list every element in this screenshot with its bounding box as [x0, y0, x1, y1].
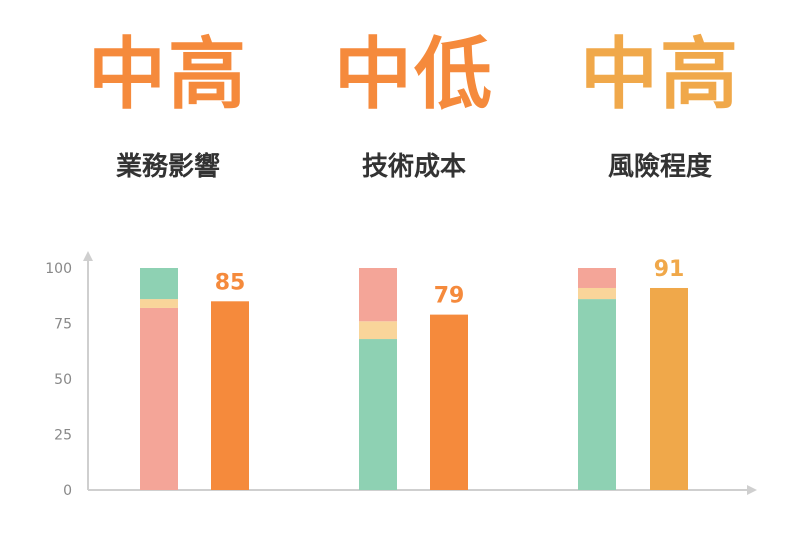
stacked-bar-segment	[140, 299, 178, 308]
stacked-bar-segment	[140, 307, 178, 490]
stacked-bar-segment	[359, 268, 397, 322]
y-tick-label: 0	[63, 483, 72, 499]
bar-value-label: 79	[434, 284, 465, 309]
value-bar	[430, 314, 468, 490]
bar-value-label: 91	[654, 257, 685, 282]
metric-business-impact: 中高 業務影響	[48, 20, 288, 183]
value-bar	[650, 287, 688, 490]
y-tick-label: 25	[54, 428, 72, 444]
stacked-bar-segment	[578, 299, 616, 490]
y-tick-label: 100	[45, 261, 72, 277]
value-bar	[211, 301, 249, 490]
metric-label: 技術成本	[361, 152, 466, 182]
stacked-bar-segment	[578, 287, 616, 300]
rating-text: 中高	[579, 30, 740, 120]
stacked-bar-segment	[140, 268, 178, 300]
metric-risk-level: 中高 風險程度	[540, 20, 780, 183]
y-tick-label: 75	[54, 317, 72, 333]
stacked-bar-segment	[359, 321, 397, 340]
stacked-bar-segment	[578, 268, 616, 288]
metric-technical-cost: 中低 技術成本	[294, 20, 534, 183]
y-axis-arrow	[83, 251, 93, 261]
rating-text: 中低	[333, 30, 494, 120]
y-tick-label: 50	[54, 372, 72, 388]
x-axis-arrow	[747, 485, 757, 495]
stacked-bar-segment	[359, 339, 397, 490]
rating-text: 中高	[87, 30, 248, 120]
metric-label: 業務影響	[115, 152, 220, 182]
metric-label: 風險程度	[607, 152, 712, 182]
bar-value-label: 85	[215, 270, 246, 295]
